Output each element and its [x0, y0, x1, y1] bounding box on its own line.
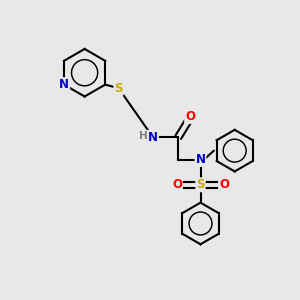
Text: N: N — [148, 131, 158, 144]
Text: O: O — [172, 178, 182, 191]
Text: N: N — [59, 78, 69, 91]
Text: O: O — [219, 178, 229, 191]
Text: S: S — [114, 82, 123, 95]
Text: N: N — [196, 153, 206, 166]
Text: O: O — [185, 110, 195, 123]
Text: S: S — [196, 178, 205, 191]
Text: H: H — [139, 131, 148, 141]
